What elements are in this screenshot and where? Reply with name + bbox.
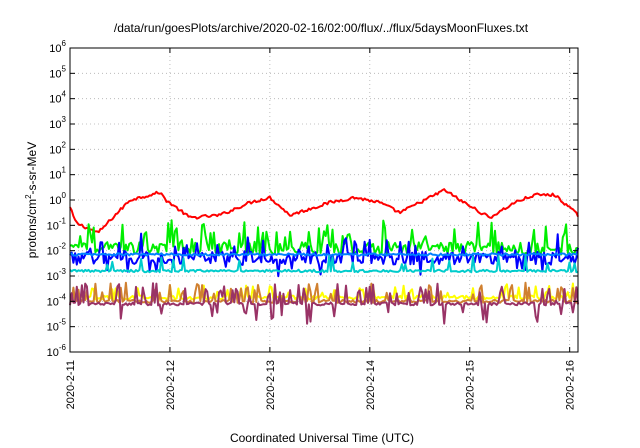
x-axis-ticks: 2020-2-11 2020-2-12 2020-2-13 2020-2-14 2020… xyxy=(65,48,577,410)
data-series xyxy=(69,188,579,325)
y-tick-base: 10 xyxy=(49,195,61,207)
y-tick-label: 103 xyxy=(49,115,66,131)
y-tick-exp: 1 xyxy=(62,166,67,175)
x-tick-label: 2020-2-14 xyxy=(365,360,377,410)
y-tick-base: 10 xyxy=(47,296,59,308)
series-line xyxy=(70,252,578,257)
y-tick-exp: 6 xyxy=(62,39,67,48)
chart-title: /data/run/goesPlots/archive/2020-02-16/0… xyxy=(114,21,529,35)
y-tick-label: 106 xyxy=(49,39,66,55)
x-tick-label: 2020-2-12 xyxy=(165,360,177,410)
y-tick-base: 10 xyxy=(49,119,61,131)
y-tick-base: 10 xyxy=(49,94,61,106)
series-line xyxy=(69,232,579,278)
y-tick-label: 10-1 xyxy=(47,216,67,232)
y-tick-exp: 3 xyxy=(62,115,67,124)
y-tick-base: 10 xyxy=(49,170,61,182)
y-tick-label: 100 xyxy=(49,191,66,207)
y-tick-exp: -1 xyxy=(59,216,67,225)
y-tick-base: 10 xyxy=(47,322,59,334)
y-tick-label: 104 xyxy=(49,90,66,106)
y-tick-label: 10-5 xyxy=(47,318,67,334)
y-axis-label-rest: -s-sr-MeV xyxy=(25,142,39,195)
y-tick-exp: -5 xyxy=(59,318,67,327)
y-axis-label: protons/cm2-s-sr-MeV xyxy=(24,142,39,258)
y-tick-exp: 4 xyxy=(62,90,67,99)
y-axis-label-sup: 2 xyxy=(24,194,33,199)
x-tick-label: 2020-2-11 xyxy=(65,360,77,409)
x-tick-label: 2020-2-15 xyxy=(465,360,477,410)
y-tick-label: 10-3 xyxy=(47,267,67,283)
y-tick-exp: 5 xyxy=(62,64,67,73)
series-line xyxy=(69,281,579,304)
y-tick-base: 10 xyxy=(49,43,61,55)
y-tick-base: 10 xyxy=(49,68,61,80)
y-tick-base: 10 xyxy=(47,220,59,232)
y-tick-base: 10 xyxy=(49,144,61,156)
x-tick-label: 2020-2-13 xyxy=(265,360,277,410)
y-tick-label: 105 xyxy=(49,64,66,80)
y-tick-exp: 2 xyxy=(62,140,67,149)
y-tick-label: 10-2 xyxy=(47,242,67,258)
series-line xyxy=(69,188,579,234)
y-tick-label: 101 xyxy=(49,166,66,182)
y-tick-base: 10 xyxy=(47,271,59,283)
series-line xyxy=(69,282,579,325)
y-tick-base: 10 xyxy=(47,246,59,258)
y-tick-exp: -4 xyxy=(59,292,67,301)
y-axis-label-main: protons/cm xyxy=(25,199,39,258)
y-tick-exp: -2 xyxy=(59,242,67,251)
y-tick-label: 10-6 xyxy=(47,343,67,359)
y-tick-label: 102 xyxy=(49,140,66,156)
y-tick-exp: -6 xyxy=(59,343,67,352)
grid-lines xyxy=(70,48,578,352)
y-tick-label: 10-4 xyxy=(47,292,67,308)
y-tick-exp: 0 xyxy=(62,191,67,200)
y-tick-base: 10 xyxy=(47,347,59,359)
y-tick-exp: -3 xyxy=(59,267,67,276)
x-tick-label: 2020-2-16 xyxy=(565,360,577,410)
y-axis-ticks: 10-610-510-410-310-210-11001011021031041… xyxy=(47,39,578,359)
x-axis-label: Coordinated Universal Time (UTC) xyxy=(230,431,414,445)
series-line xyxy=(69,255,579,274)
